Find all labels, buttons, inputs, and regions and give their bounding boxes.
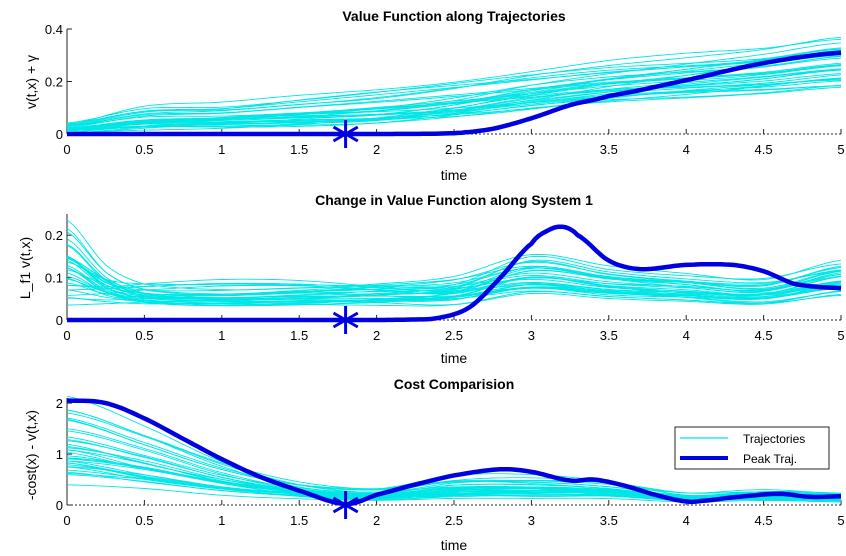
trajectory-line <box>66 417 842 496</box>
x-axis-label: time <box>441 537 468 553</box>
x-tick-label: 3 <box>528 513 535 528</box>
x-tick-label: 1 <box>218 142 225 157</box>
x-tick-label: 3.5 <box>600 142 618 157</box>
trajectory-line <box>66 69 842 133</box>
trajectory-line <box>66 264 842 306</box>
x-tick-label: 4.5 <box>755 142 773 157</box>
y-axis-label: -cost(x) - v(t,x) <box>23 410 39 500</box>
plot-area: 0 0.5 1 1.5 2 2.5 3 3.5 4 4.5 5 0 0.2 0.4 <box>45 22 845 157</box>
trajectory-line <box>66 50 842 132</box>
trajectory-line <box>66 291 842 307</box>
panel-change-in-value: Change in Value Function along System 1 … <box>17 192 845 366</box>
x-tick-label: 1 <box>218 328 225 343</box>
peak-trajectory-line <box>67 50 842 137</box>
legend-box <box>674 426 830 470</box>
peak-marker <box>332 120 359 148</box>
trajectory-line <box>66 65 842 127</box>
x-tick-label: 2 <box>373 328 380 343</box>
trajectory-line <box>66 68 842 132</box>
trajectory-line <box>66 38 842 126</box>
y-tick-label: 0 <box>56 127 63 142</box>
trajectory-line <box>66 259 842 300</box>
peak-trajectory-line <box>66 398 842 507</box>
x-tick-label: 3 <box>528 142 535 157</box>
trajectory-line <box>66 419 842 498</box>
legend: Trajectories Peak Traj. <box>674 426 830 470</box>
trajectory-line <box>66 55 842 127</box>
x-tick-label: 1.5 <box>290 328 308 343</box>
trajectory-line <box>66 282 842 304</box>
x-tick-label: 0.5 <box>135 513 153 528</box>
peak-marker <box>332 491 359 519</box>
x-tick-label: 2.5 <box>445 513 463 528</box>
y-tick-label: 0.2 <box>45 75 63 90</box>
trajectory-line <box>66 49 842 125</box>
x-tick-label: 4.5 <box>755 328 773 343</box>
trajectory-line <box>66 86 842 132</box>
x-tick-label: 2.5 <box>445 142 463 157</box>
panel-cost-comparison: Cost Comparision time -cost(x) - v(t,x) … <box>23 376 845 553</box>
x-tick-label: 4 <box>683 328 690 343</box>
x-tick-label: 5 <box>837 513 844 528</box>
x-tick-label: 0 <box>63 328 70 343</box>
trajectory-line <box>66 266 842 292</box>
x-tick-label: 0 <box>63 142 70 157</box>
x-tick-label: 1 <box>218 513 225 528</box>
x-tick-label: 1.5 <box>290 142 308 157</box>
x-tick-label: 5 <box>837 328 844 343</box>
x-tick-label: 0.5 <box>135 328 153 343</box>
y-tick-label: 0.1 <box>45 271 63 286</box>
trajectory-line <box>66 257 842 302</box>
x-tick-label: 5 <box>837 142 844 157</box>
y-tick-label: 0 <box>56 313 63 328</box>
plot-area: 0 0.5 1 1.5 2 2.5 3 3.5 4 4.5 5 0 1 2 <box>56 395 845 528</box>
x-tick-label: 2.5 <box>445 328 463 343</box>
trajectory-line <box>66 51 842 126</box>
chart-title: Value Function along Trajectories <box>342 8 565 24</box>
y-tick-label: 0.2 <box>45 228 63 243</box>
legend-label: Peak Traj. <box>743 452 797 466</box>
x-tick-label: 3 <box>528 328 535 343</box>
legend-label: Trajectories <box>743 432 805 446</box>
x-tick-label: 0 <box>63 513 70 528</box>
x-tick-label: 4 <box>683 142 690 157</box>
panel-value-function: Value Function along Trajectories time v… <box>23 8 845 183</box>
x-tick-label: 2 <box>373 142 380 157</box>
trajectory-line <box>66 47 842 124</box>
peak-trajectory-line <box>67 224 842 323</box>
x-tick-label: 3.5 <box>600 328 618 343</box>
plot-area: 0 0.5 1 1.5 2 2.5 3 3.5 4 4.5 5 0 0.1 0.2 <box>45 214 845 343</box>
chart-title: Cost Comparision <box>394 376 515 392</box>
trajectory-line <box>66 412 842 498</box>
trajectory-line <box>66 80 842 131</box>
x-tick-label: 2 <box>373 513 380 528</box>
trajectory-line <box>66 219 842 291</box>
y-tick-label: 0.4 <box>45 22 63 37</box>
x-tick-label: 4.5 <box>755 513 773 528</box>
x-tick-label: 1.5 <box>290 513 308 528</box>
trajectory-line <box>66 272 842 300</box>
y-tick-label: 1 <box>56 447 63 462</box>
peak-marker <box>332 306 359 334</box>
x-tick-label: 3.5 <box>600 513 618 528</box>
y-tick-label: 0 <box>56 498 63 513</box>
trajectory-line <box>66 238 842 297</box>
x-axis-label: time <box>441 350 468 366</box>
y-tick-label: 2 <box>56 396 63 411</box>
x-axis-label: time <box>441 167 468 183</box>
y-axis-label: L_f1 v(t,x) <box>17 237 33 299</box>
x-tick-label: 4 <box>683 513 690 528</box>
trajectory-line <box>66 256 842 296</box>
x-tick-label: 0.5 <box>135 142 153 157</box>
y-axis-label: v(t,x) + γ <box>23 55 39 109</box>
chart-title: Change in Value Function along System 1 <box>315 192 593 208</box>
trajectory-line <box>66 54 842 134</box>
